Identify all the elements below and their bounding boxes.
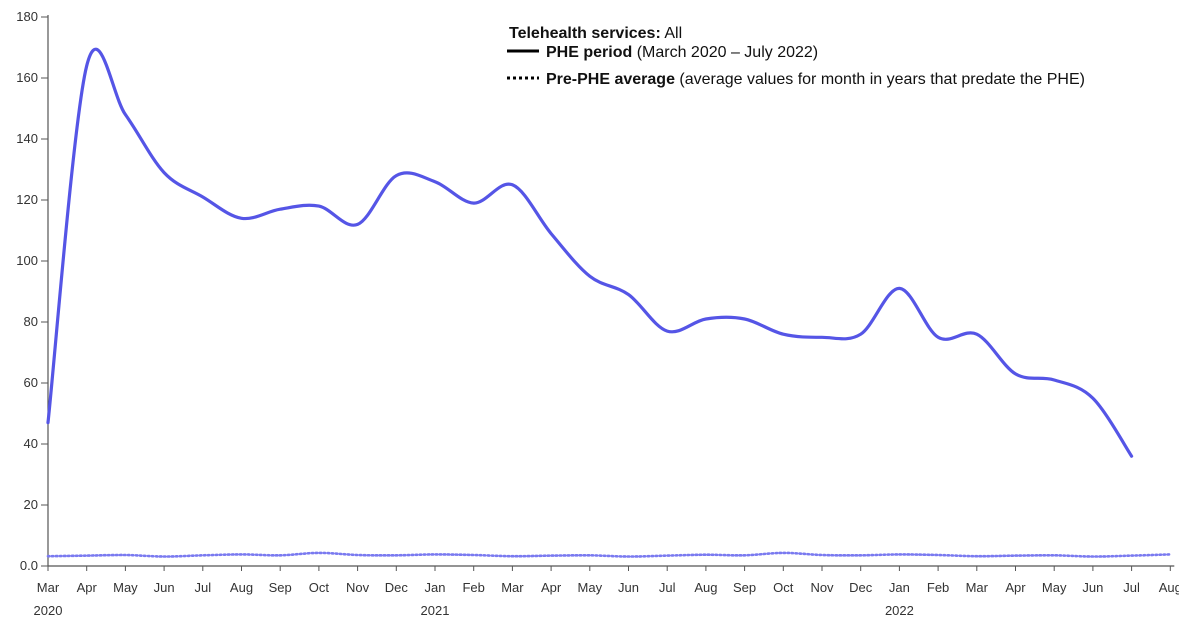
legend-title-label: Telehealth services: (509, 25, 661, 42)
x-tick-label: Aug (230, 580, 253, 595)
legend: Telehealth services: All PHE period (Mar… (507, 25, 1085, 88)
legend-title: Telehealth services: All (509, 25, 682, 42)
x-tick-label: Mar (966, 580, 989, 595)
legend-title-value: All (664, 25, 682, 42)
x-tick-label: Apr (1005, 580, 1026, 595)
x-year-label: 2021 (421, 603, 450, 618)
y-tick-label: 180 (16, 9, 38, 24)
x-tick-label: Nov (346, 580, 370, 595)
series-line-phe-period (46, 47, 1134, 458)
x-tick-label: Dec (385, 580, 409, 595)
legend-entry-pre-phe-label: Pre-PHE average (546, 71, 675, 88)
legend-entry-phe-desc: (March 2020 – July 2022) (637, 44, 818, 61)
y-tick-label: 120 (16, 192, 38, 207)
series-layer (46, 47, 1172, 558)
legend-entry-pre-phe: Pre-PHE average (average values for mont… (546, 71, 1085, 88)
y-tick-label: 60 (24, 375, 38, 390)
x-tick-label: Apr (541, 580, 562, 595)
legend-entry-pre-phe-desc: (average values for month in years that … (679, 71, 1085, 88)
legend-entry-phe: PHE period (March 2020 – July 2022) (546, 44, 818, 61)
x-tick-label: May (578, 580, 603, 595)
x-axis: Mar Apr May Jun Jul Aug Sep Oct Nov Dec Jan Feb Mar A… (34, 565, 1179, 618)
y-tick-label: 40 (24, 436, 38, 451)
y-tick-label: 80 (24, 314, 38, 329)
x-tick-label: Oct (309, 580, 330, 595)
x-tick-label: Jun (154, 580, 175, 595)
x-tick-label: Aug (694, 580, 717, 595)
x-tick-label: Feb (462, 580, 484, 595)
x-tick-label: Jul (1123, 580, 1140, 595)
x-tick-label: Jan (889, 580, 910, 595)
x-tick-label: Jul (659, 580, 676, 595)
y-tick-label: 0.0 (20, 558, 38, 573)
legend-entry-phe-label: PHE period (546, 44, 632, 61)
x-tick-label: Dec (849, 580, 873, 595)
x-tick-label: Aug (1159, 580, 1179, 595)
y-axis: 0.0 20 40 60 80 100 120 140 160 180 (16, 9, 49, 573)
x-tick-label: Jun (618, 580, 639, 595)
x-tick-label: Mar (501, 580, 524, 595)
x-tick-label: Jul (194, 580, 211, 595)
y-tick-label: 20 (24, 497, 38, 512)
x-tick-label: Feb (927, 580, 949, 595)
x-tick-label: Oct (773, 580, 794, 595)
y-tick-label: 140 (16, 131, 38, 146)
x-tick-label: Jan (425, 580, 446, 595)
x-tick-label: Mar (37, 580, 60, 595)
x-tick-label: May (113, 580, 138, 595)
x-tick-label: Apr (77, 580, 98, 595)
x-tick-label: May (1042, 580, 1067, 595)
x-tick-label: Nov (810, 580, 834, 595)
x-tick-label: Jun (1082, 580, 1103, 595)
x-year-label: 2020 (34, 603, 63, 618)
series-line-pre-phe-average (46, 551, 1172, 558)
y-tick-label: 160 (16, 70, 38, 85)
x-tick-label: Sep (269, 580, 292, 595)
y-tick-label: 100 (16, 253, 38, 268)
x-year-label: 2022 (885, 603, 914, 618)
x-tick-label: Sep (733, 580, 756, 595)
